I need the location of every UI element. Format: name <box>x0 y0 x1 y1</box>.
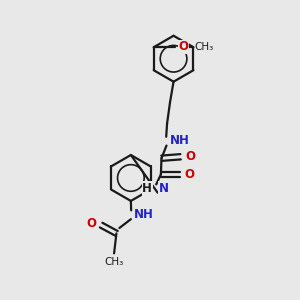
Text: CH₃: CH₃ <box>104 257 124 268</box>
Text: N: N <box>158 182 169 195</box>
Text: H: H <box>142 182 152 195</box>
Text: CH₃: CH₃ <box>195 42 214 52</box>
Text: O: O <box>179 40 189 53</box>
Text: O: O <box>86 217 96 230</box>
Text: NH: NH <box>170 134 190 147</box>
Text: O: O <box>185 168 195 181</box>
Text: O: O <box>185 150 195 163</box>
Text: NH: NH <box>134 208 154 221</box>
